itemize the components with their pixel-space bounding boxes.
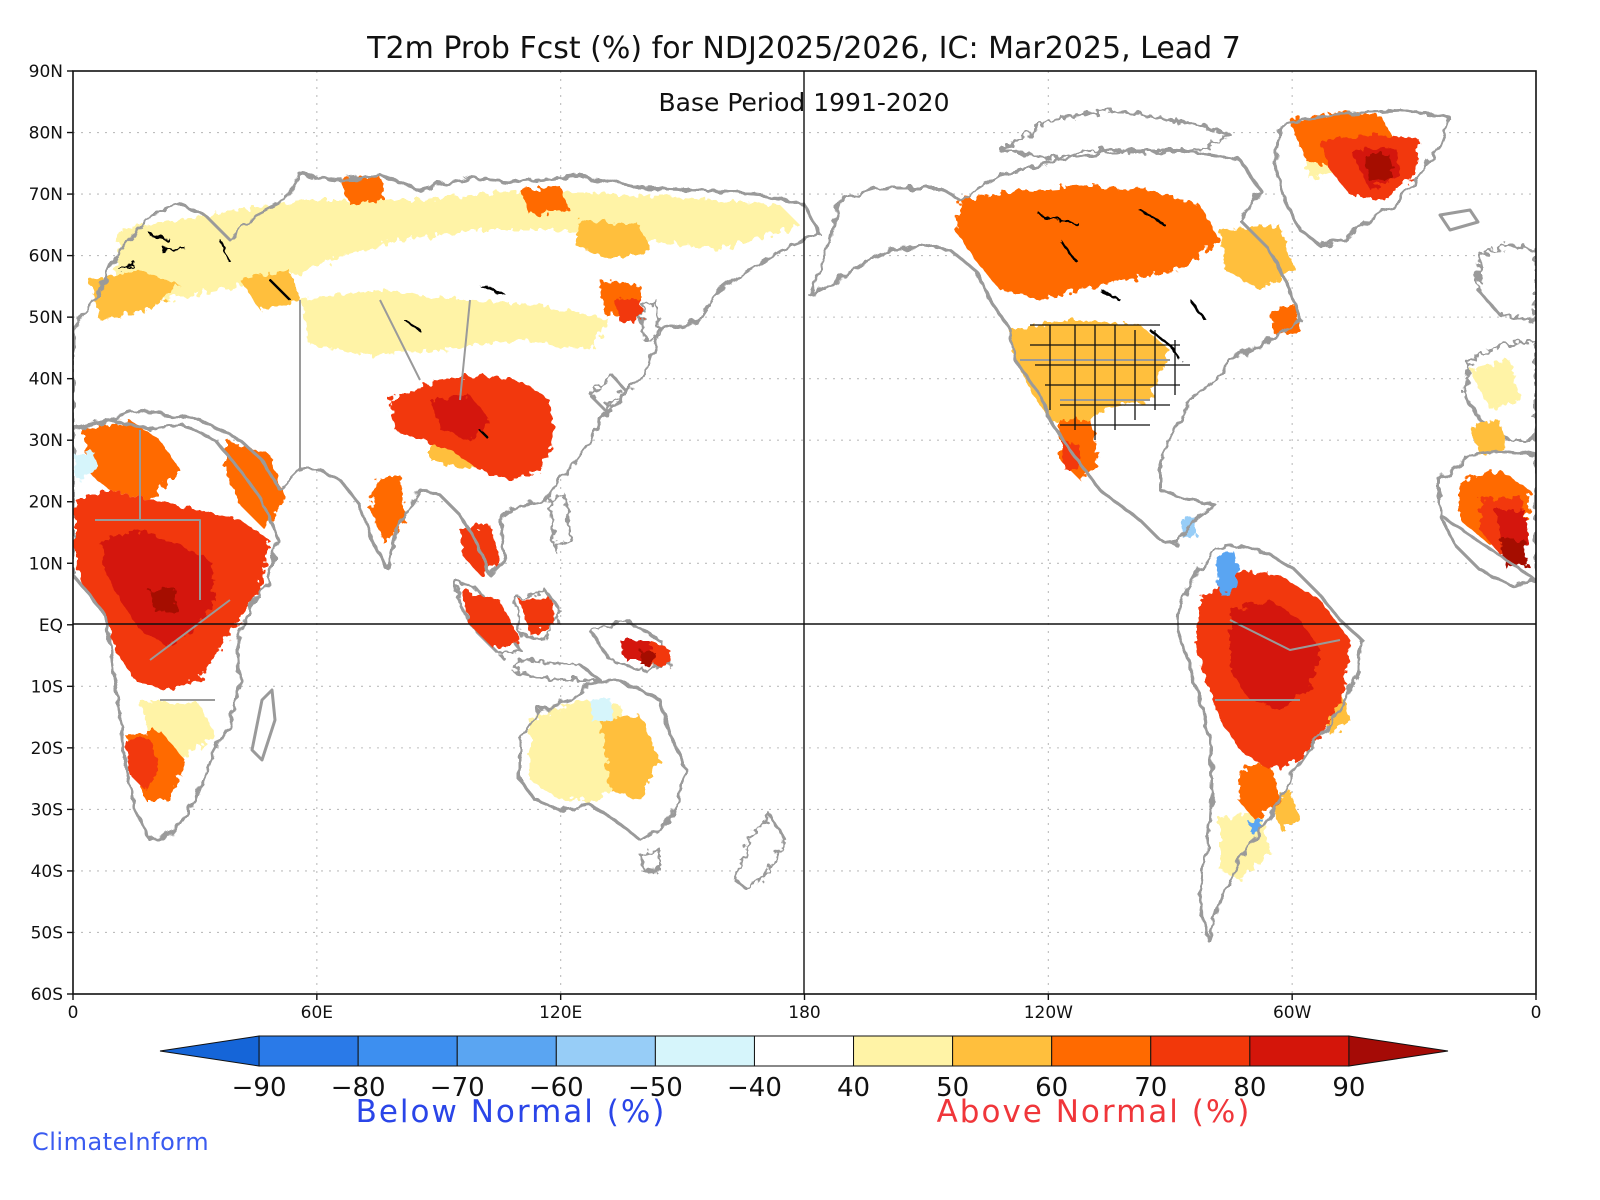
colorbar-tick-label: 70: [1134, 1073, 1167, 1103]
colorbar-tick-label: −60: [529, 1073, 584, 1103]
above-normal-label: Above Normal (%): [937, 1094, 1252, 1130]
colorbar-swatch: [654, 1035, 755, 1067]
colorbar-swatch: [753, 1035, 855, 1067]
colorbar-swatch: [952, 1035, 1053, 1067]
lat-tick-label: 40S: [31, 862, 63, 882]
colorbar-swatch: [555, 1035, 656, 1067]
lat-tick-label: 10N: [29, 554, 63, 574]
colorbar-tick-label: 60: [1035, 1073, 1068, 1103]
madagascar-land: [250, 688, 277, 762]
lakes: [119, 208, 1206, 441]
lat-tick-label: 80N: [29, 124, 63, 144]
colorbar-tick-label: −40: [727, 1073, 782, 1103]
lat-tick-label: 20S: [31, 739, 63, 759]
iceland-land: [1438, 208, 1480, 232]
colorbar-tick-label: −70: [430, 1073, 485, 1103]
colorbar-low-arrow: [159, 1035, 260, 1067]
lat-tick-label: 60S: [31, 985, 63, 1005]
shade-90-plus: [150, 155, 1528, 665]
europe-edge-land: [1463, 243, 1536, 442]
colorbar-swatch: [357, 1035, 458, 1067]
colorbar-swatch: [1249, 1035, 1350, 1067]
map-content: [73, 71, 1536, 994]
lon-tick-label: 60W: [1273, 1003, 1312, 1023]
colorbar-swatch: [853, 1035, 954, 1067]
colorbar-tick-label: 80: [1233, 1073, 1266, 1103]
lat-tick-label: 40N: [29, 370, 63, 390]
colorbar-swatch: [258, 1035, 359, 1067]
probability-shading: [75, 112, 1530, 880]
shade-80-90: [100, 148, 1530, 710]
map-title: T2m Prob Fcst (%) for NDJ2025/2026, IC: …: [366, 31, 1241, 66]
lon-tick-label: 180: [788, 1003, 820, 1023]
lon-tick-label: 60E: [301, 1003, 333, 1023]
shade-40-50: [110, 125, 1520, 880]
lat-tick-label: 50N: [29, 308, 63, 328]
lon-tick-label: 120E: [539, 1003, 582, 1023]
lat-tick-label: 60N: [29, 247, 63, 267]
brand-label: ClimateInform: [32, 1128, 210, 1156]
colorbar-tick-label: 90: [1332, 1073, 1365, 1103]
lat-tick-label: 90N: [29, 62, 63, 82]
lon-tick-label: 120W: [1024, 1003, 1073, 1023]
new-zealand-land: [638, 813, 787, 892]
longitude-axis: 0 60E 120E 180 120W 60W 0: [68, 994, 1542, 1023]
lat-tick-label: EQ: [39, 616, 63, 636]
colorbar: −90 −80 −70 −60 −50 −40 40 50 60 70 80 90: [159, 1035, 1449, 1103]
colorbar-tick-label: −50: [628, 1073, 683, 1103]
lat-tick-label: 70N: [29, 185, 63, 205]
colorbar-tick-label: −80: [331, 1073, 386, 1103]
lat-tick-label: 50S: [31, 923, 63, 943]
lat-tick-label: 10S: [31, 677, 63, 697]
colorbar-swatch: [1051, 1035, 1152, 1067]
colorbar-tick-label: 50: [936, 1073, 969, 1103]
lat-tick-label: 30S: [31, 800, 63, 820]
colorbar-tick-label: 40: [837, 1073, 870, 1103]
colorbar-tick-label: −90: [232, 1073, 287, 1103]
shade-below-normal: [75, 452, 1263, 833]
below-normal-label: Below Normal (%): [356, 1094, 667, 1130]
lat-tick-label: 30N: [29, 431, 63, 451]
lat-tick-label: 20N: [29, 493, 63, 513]
map-panel: 90N 80N 70N 60N 50N 40N 30N 20N 10N EQ 10S 20S 30S 40…: [29, 62, 1542, 1023]
lon-tick-label: 0: [1531, 1003, 1542, 1023]
lon-tick-label: 0: [68, 1003, 79, 1023]
colorbar-swatch: [456, 1035, 557, 1067]
latitude-axis: 90N 80N 70N 60N 50N 40N 30N 20N 10N EQ 10S 20S 30S 40…: [29, 62, 73, 1005]
colorbar-swatch: [1150, 1035, 1251, 1067]
colorbar-high-arrow: [1348, 1035, 1449, 1067]
us-state-borders: [1030, 324, 1190, 440]
